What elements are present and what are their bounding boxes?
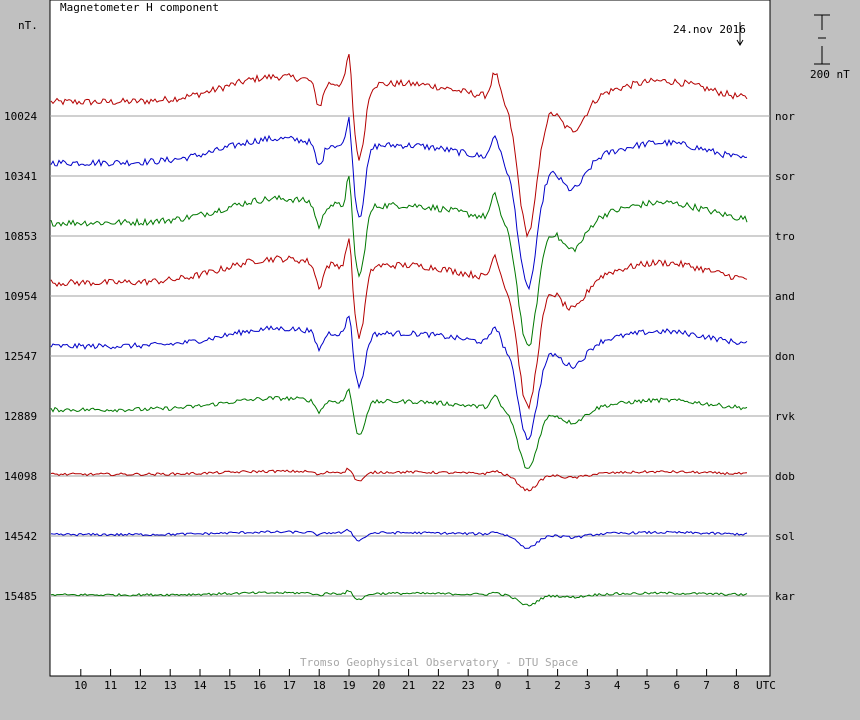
station-baseline: 10954 bbox=[4, 290, 37, 303]
station-baseline: 10341 bbox=[4, 170, 37, 183]
x-tick-label: 18 bbox=[313, 679, 326, 692]
trace-rvk bbox=[50, 387, 748, 469]
station-name: tro bbox=[775, 230, 795, 243]
x-tick-label: 2 bbox=[554, 679, 561, 692]
y-axis-unit: nT. bbox=[18, 19, 38, 32]
station-baseline: 10853 bbox=[4, 230, 37, 243]
station-name: nor bbox=[775, 110, 795, 123]
date-label: 24.nov 2016 bbox=[673, 23, 746, 36]
trace-nor bbox=[50, 53, 748, 238]
x-tick-label: 14 bbox=[193, 679, 207, 692]
trace-kar bbox=[50, 589, 748, 607]
station-baseline: 10024 bbox=[4, 110, 37, 123]
x-tick-label: 22 bbox=[432, 679, 445, 692]
x-tick-label: 16 bbox=[253, 679, 266, 692]
x-tick-label: 8 bbox=[733, 679, 740, 692]
x-tick-label: 19 bbox=[342, 679, 355, 692]
station-baseline: 12889 bbox=[4, 410, 37, 423]
x-tick-label: 23 bbox=[462, 679, 475, 692]
station-baseline: 14542 bbox=[4, 530, 37, 543]
x-tick-label: 13 bbox=[164, 679, 177, 692]
station-baseline: 12547 bbox=[4, 350, 37, 363]
x-tick-label: 6 bbox=[673, 679, 680, 692]
date-arrow-icon bbox=[736, 22, 744, 46]
x-tick-label: 11 bbox=[104, 679, 117, 692]
trace-tro bbox=[50, 176, 748, 347]
station-baseline: 14098 bbox=[4, 470, 37, 483]
x-tick-label: 12 bbox=[134, 679, 147, 692]
station-name: kar bbox=[775, 590, 795, 603]
trace-sor bbox=[50, 116, 748, 291]
chart-title: Magnetometer H component bbox=[60, 1, 219, 14]
x-axis-unit: UTC bbox=[756, 679, 776, 692]
station-name: don bbox=[775, 350, 795, 363]
x-tick-label: 10 bbox=[74, 679, 87, 692]
x-tick-label: 4 bbox=[614, 679, 621, 692]
trace-don bbox=[50, 315, 748, 441]
plot-area bbox=[49, 0, 771, 677]
station-baseline: 15485 bbox=[4, 590, 37, 603]
trace-sol bbox=[50, 528, 748, 549]
trace-and bbox=[50, 238, 748, 410]
station-name: rvk bbox=[775, 410, 795, 423]
x-tick-label: 21 bbox=[402, 679, 415, 692]
scale-label: 200 nT bbox=[810, 68, 850, 81]
station-name: and bbox=[775, 290, 795, 303]
x-tick-label: 3 bbox=[584, 679, 591, 692]
x-tick-label: 15 bbox=[223, 679, 236, 692]
x-tick-label: 7 bbox=[703, 679, 710, 692]
x-tick-label: 5 bbox=[644, 679, 651, 692]
x-tick-label: 1 bbox=[524, 679, 531, 692]
footer-credit: Tromso Geophysical Observatory - DTU Spa… bbox=[300, 656, 578, 669]
x-tick-label: 17 bbox=[283, 679, 296, 692]
x-tick-label: 20 bbox=[372, 679, 385, 692]
station-name: sol bbox=[775, 530, 795, 543]
x-tick-label: 0 bbox=[495, 679, 502, 692]
station-name: dob bbox=[775, 470, 795, 483]
scale-bar-icon bbox=[814, 14, 830, 65]
station-name: sor bbox=[775, 170, 795, 183]
trace-dob bbox=[50, 467, 748, 492]
